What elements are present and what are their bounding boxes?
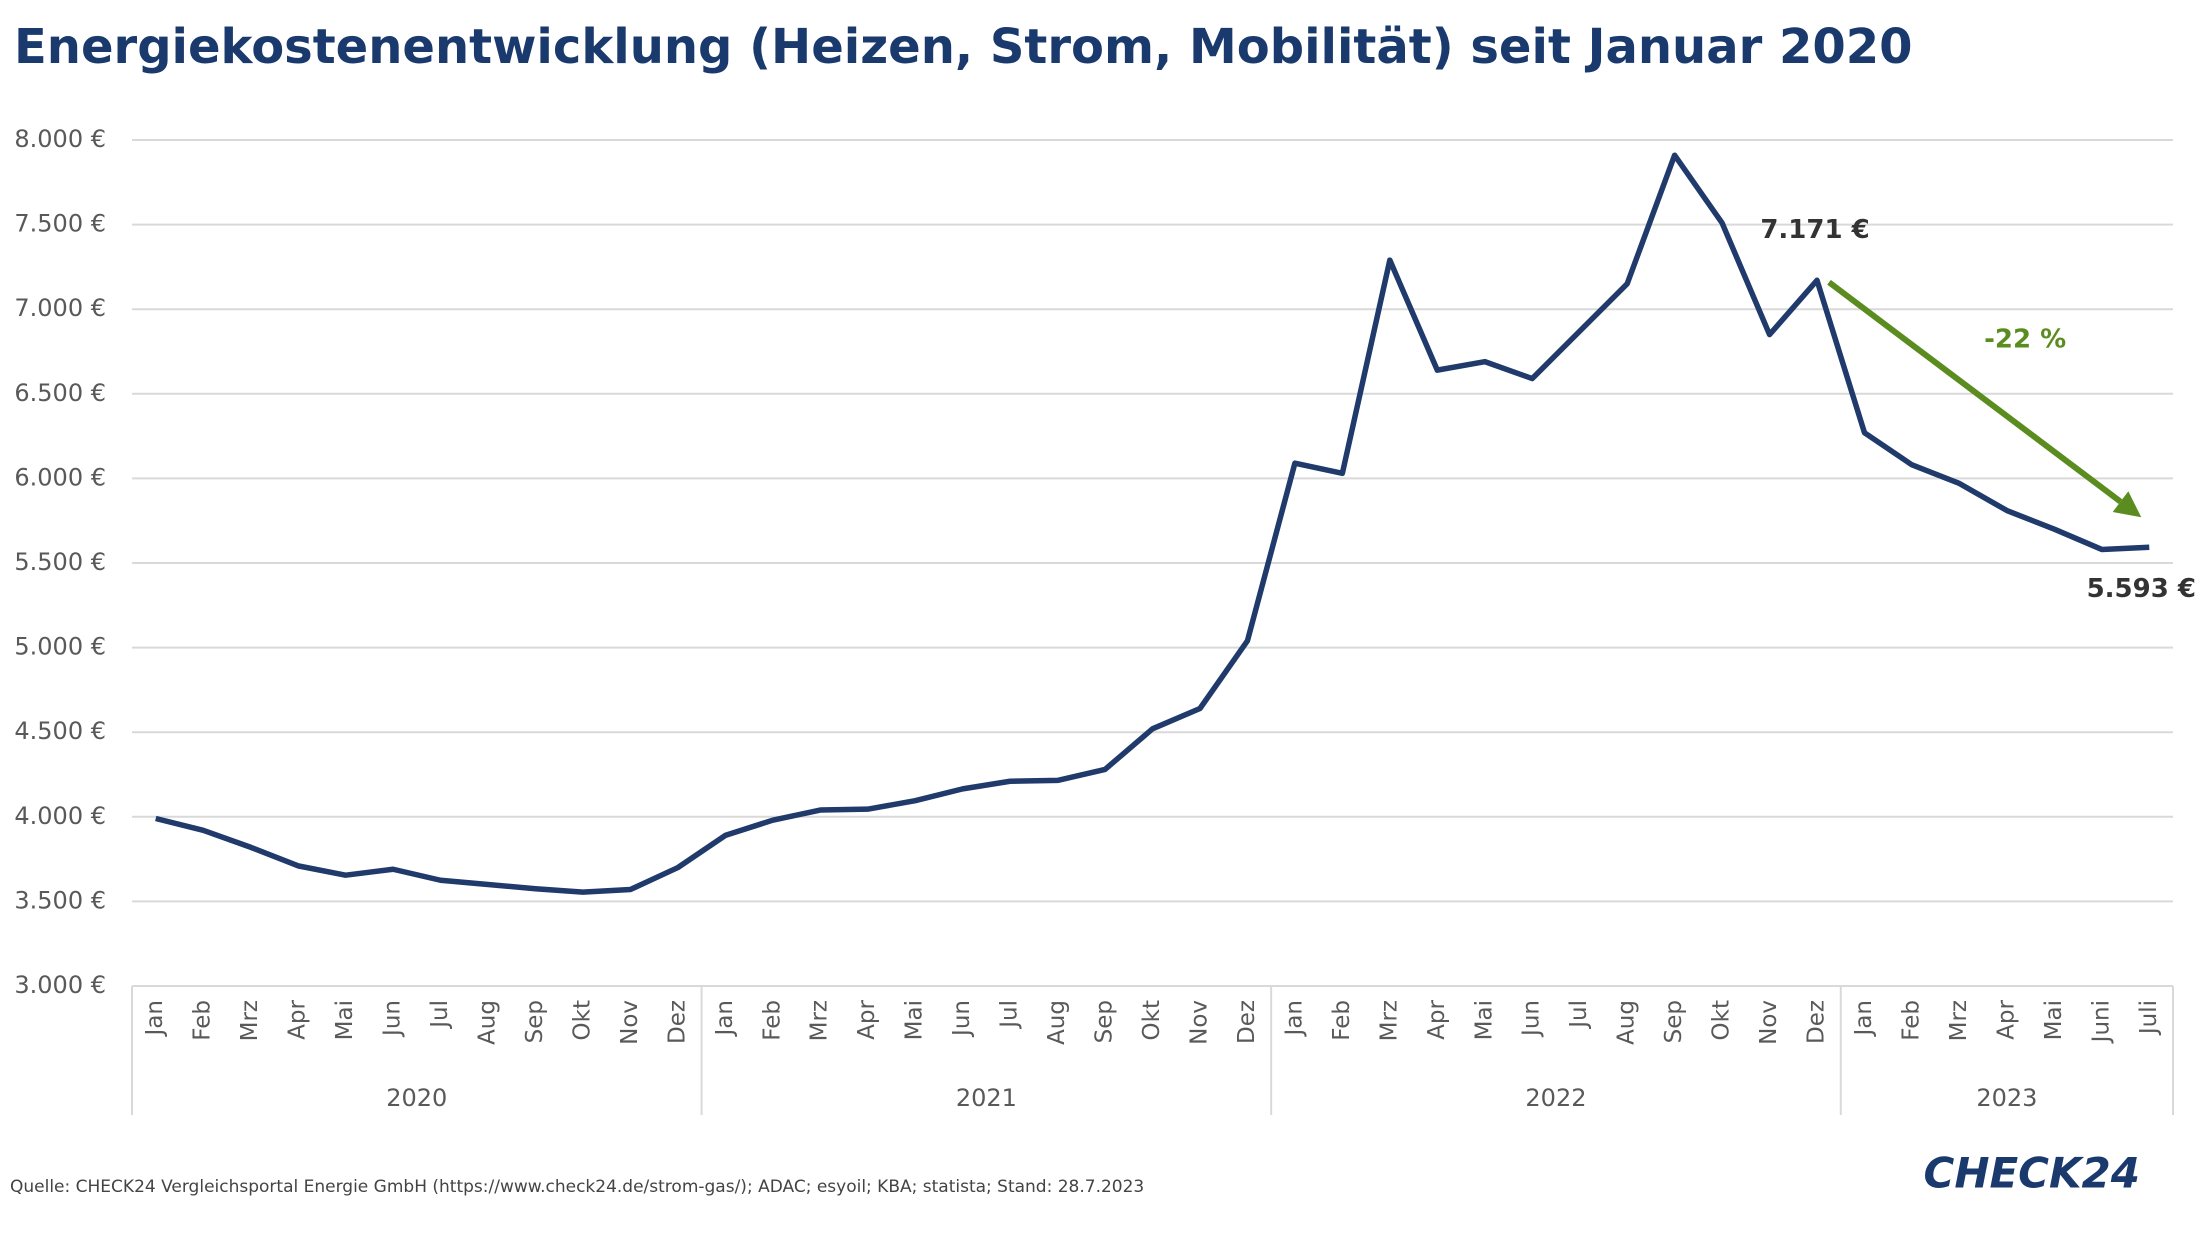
x-tick-label: Apr: [1424, 999, 1450, 1039]
x-tick-label: Jan: [1281, 1000, 1307, 1037]
x-tick-label: Mrz: [1946, 1000, 1972, 1041]
x-tick-label: Sep: [1661, 1000, 1687, 1043]
x-tick-label: Jul: [997, 1000, 1023, 1030]
y-tick-label: 5.000 €: [14, 633, 106, 661]
x-tick-label: Dez: [1234, 1000, 1260, 1044]
y-tick-label: 5.500 €: [14, 548, 106, 576]
data-label: 7.171 €: [1760, 215, 1869, 245]
x-tick-label: Nov: [617, 1000, 643, 1045]
y-tick-label: 6.000 €: [14, 463, 106, 491]
x-tick-label: Aug: [1044, 1000, 1070, 1045]
group-label: 2023: [1976, 1084, 2037, 1112]
x-tick-label: Okt: [569, 1000, 595, 1040]
x-tick-label: Sep: [1092, 1000, 1118, 1043]
x-tick-label: Feb: [1898, 1000, 1924, 1041]
x-tick-label: Jun: [949, 1000, 975, 1038]
x-tick-label: Jul: [427, 1000, 453, 1030]
arrow-head: [2112, 491, 2142, 518]
group-label: 2020: [386, 1084, 447, 1112]
x-tick-label: Aug: [474, 1000, 500, 1045]
x-tick-label: Jul: [1566, 1000, 1592, 1030]
y-tick-label: 3.500 €: [14, 886, 106, 914]
x-tick-label: Jan: [712, 1000, 738, 1037]
y-tick-label: 4.000 €: [14, 802, 106, 830]
x-tick-label: Dez: [664, 1000, 690, 1044]
x-tick-label: Jan: [142, 1000, 168, 1037]
y-tick-label: 6.500 €: [14, 379, 106, 407]
chart-title: Energiekostenentwicklung (Heizen, Strom,…: [14, 19, 1913, 75]
x-tick-label: Jun: [1519, 1000, 1545, 1038]
y-tick-label: 7.000 €: [14, 294, 106, 322]
x-tick-label: Apr: [285, 999, 311, 1039]
x-tick-label: Jun: [380, 1000, 406, 1038]
x-tick-label: Juli: [2136, 1000, 2162, 1036]
x-tick-label: Mrz: [237, 1000, 263, 1041]
x-tick-label: Mai: [332, 1000, 358, 1040]
x-tick-label: Apr: [1993, 999, 2019, 1039]
y-tick-label: 8.000 €: [14, 125, 106, 153]
x-tick-label: Mai: [1471, 1000, 1497, 1040]
x-tick-label: Nov: [1756, 1000, 1782, 1045]
y-tick-label: 7.500 €: [14, 210, 106, 238]
x-tick-label: Juni: [2088, 1000, 2114, 1044]
annotation: -22 %: [1984, 324, 2066, 354]
group-label: 2021: [956, 1084, 1017, 1112]
x-tick-label: Sep: [522, 1000, 548, 1043]
x-tick-label: Feb: [1329, 1000, 1355, 1041]
y-tick-label: 4.500 €: [14, 717, 106, 745]
x-tick-label: Mrz: [1376, 1000, 1402, 1041]
x-tick-label: Dez: [1804, 1000, 1830, 1044]
x-tick-label: Nov: [1186, 1000, 1212, 1045]
source: Quelle: CHECK24 Vergleichsportal Energie…: [10, 1177, 1144, 1197]
x-tick-label: Okt: [1709, 1000, 1735, 1040]
data-label: 5.593 €: [2087, 574, 2196, 604]
x-tick-label: Aug: [1614, 1000, 1640, 1045]
arrow-shaft: [1827, 279, 2123, 505]
x-tick-label: Apr: [854, 999, 880, 1039]
x-tick-label: Okt: [1139, 1000, 1165, 1040]
x-tick-label: Mrz: [807, 1000, 833, 1041]
x-tick-label: Feb: [190, 1000, 216, 1041]
logo: CHECK24: [1924, 1149, 2140, 1198]
group-label: 2022: [1525, 1084, 1586, 1112]
y-tick-label: 3.000 €: [14, 971, 106, 999]
x-tick-label: Mai: [2041, 1000, 2067, 1040]
line: [155, 152, 2150, 895]
x-tick-label: Mai: [902, 1000, 928, 1040]
x-tick-label: Feb: [759, 1000, 785, 1041]
x-tick-label: Jan: [1851, 1000, 1877, 1037]
